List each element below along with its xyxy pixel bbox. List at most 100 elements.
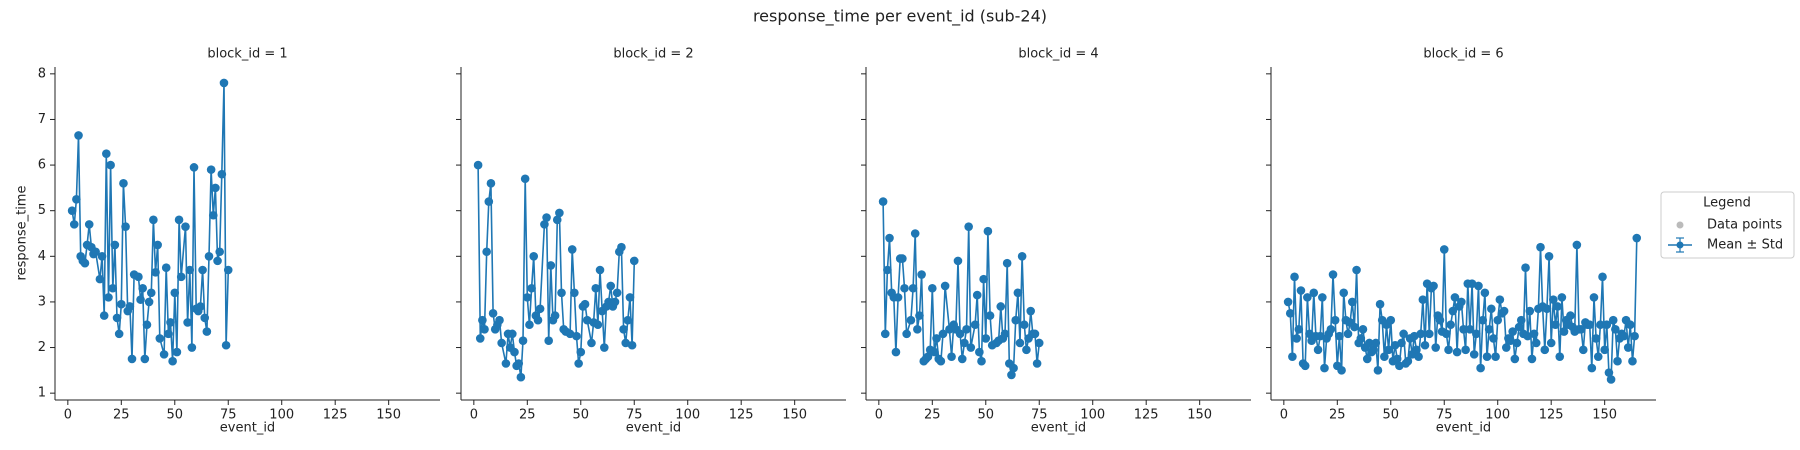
data-point	[1446, 320, 1455, 330]
data-point	[996, 302, 1006, 311]
data-point	[932, 334, 941, 343]
data-point	[1448, 306, 1458, 316]
data-point	[930, 347, 939, 357]
data-point	[1499, 306, 1509, 316]
data-point	[117, 299, 126, 309]
data-point	[146, 288, 156, 298]
data-point	[1309, 288, 1319, 298]
data-point	[1429, 281, 1438, 291]
x-tick-label: 50	[573, 408, 590, 423]
data-point	[149, 215, 158, 225]
data-point	[625, 293, 635, 302]
data-point	[1551, 320, 1560, 330]
data-point	[1600, 345, 1609, 355]
data-point	[1350, 322, 1359, 332]
data-point	[1022, 345, 1031, 355]
data-point	[962, 324, 971, 334]
chart-title: response_time per event_id (sub-24)	[753, 7, 1047, 27]
data-point	[211, 183, 220, 193]
data-point	[1313, 345, 1323, 355]
data-point	[1369, 345, 1378, 355]
data-point	[1416, 329, 1426, 339]
data-point	[1542, 304, 1552, 314]
x-tick-label: 75	[220, 408, 237, 423]
data-point	[69, 220, 79, 229]
data-point	[484, 197, 494, 206]
data-point	[155, 334, 165, 343]
data-point	[219, 78, 229, 88]
data-point	[567, 245, 577, 254]
data-point	[1414, 352, 1423, 361]
data-point	[166, 318, 175, 327]
data-point	[917, 270, 926, 279]
data-point	[606, 281, 616, 291]
data-point	[67, 206, 77, 215]
data-point	[898, 254, 907, 263]
y-tick-label: 2	[38, 340, 46, 355]
data-point	[208, 210, 218, 220]
data-point	[1613, 356, 1622, 366]
data-point	[1619, 331, 1629, 341]
data-point	[1606, 375, 1616, 384]
data-point	[610, 297, 620, 307]
data-point	[915, 311, 924, 320]
data-point	[1465, 324, 1475, 334]
data-point	[1611, 324, 1620, 334]
data-point	[161, 263, 171, 273]
data-point	[593, 320, 603, 330]
data-point	[902, 329, 911, 339]
x-tick-label: 100	[1080, 408, 1105, 423]
data-point	[1380, 352, 1389, 361]
series-line	[882, 201, 1041, 376]
data-point	[880, 329, 890, 339]
data-point	[1375, 299, 1385, 309]
data-point	[121, 222, 130, 231]
data-point	[913, 324, 922, 334]
data-point	[540, 220, 549, 229]
x-tick-label: 50	[1383, 408, 1400, 423]
data-point	[557, 288, 566, 298]
data-point	[906, 315, 916, 325]
x-tick-label: 125	[1539, 408, 1564, 423]
data-point	[97, 252, 107, 261]
data-point	[138, 283, 147, 293]
data-point	[1403, 356, 1413, 366]
data-point	[900, 283, 909, 293]
data-point	[1352, 265, 1361, 275]
data-point	[95, 274, 105, 284]
data-point	[885, 233, 894, 243]
data-point	[153, 240, 162, 250]
legend-marker	[1676, 221, 1684, 229]
data-point	[1546, 338, 1556, 348]
panel-title: block_id = 6	[1423, 47, 1503, 62]
data-point	[1632, 233, 1642, 243]
x-tick-label: 50	[978, 408, 995, 423]
data-point	[99, 311, 109, 320]
data-point	[475, 334, 485, 343]
data-point	[617, 242, 626, 252]
data-point	[473, 160, 483, 170]
data-point	[883, 265, 892, 275]
data-point	[168, 356, 177, 366]
data-point	[1553, 302, 1562, 311]
data-point	[572, 331, 581, 341]
data-point	[1596, 320, 1605, 330]
x-axis-label: event_id	[220, 421, 275, 436]
data-point	[1480, 288, 1490, 298]
data-point	[134, 272, 143, 282]
y-tick-label: 1	[38, 386, 46, 401]
data-point	[72, 194, 81, 204]
data-point	[576, 347, 586, 357]
x-axis-label: event_id	[1031, 421, 1086, 436]
legend-marker	[1676, 241, 1684, 249]
data-point	[1013, 288, 1023, 298]
data-point	[501, 359, 511, 368]
data-point	[985, 311, 995, 320]
y-tick-label: 5	[38, 203, 46, 218]
data-point	[176, 272, 186, 282]
data-point	[1285, 309, 1295, 318]
data-point	[1356, 334, 1366, 343]
data-point	[1294, 324, 1304, 334]
data-point	[1397, 338, 1406, 348]
data-point	[595, 265, 605, 275]
